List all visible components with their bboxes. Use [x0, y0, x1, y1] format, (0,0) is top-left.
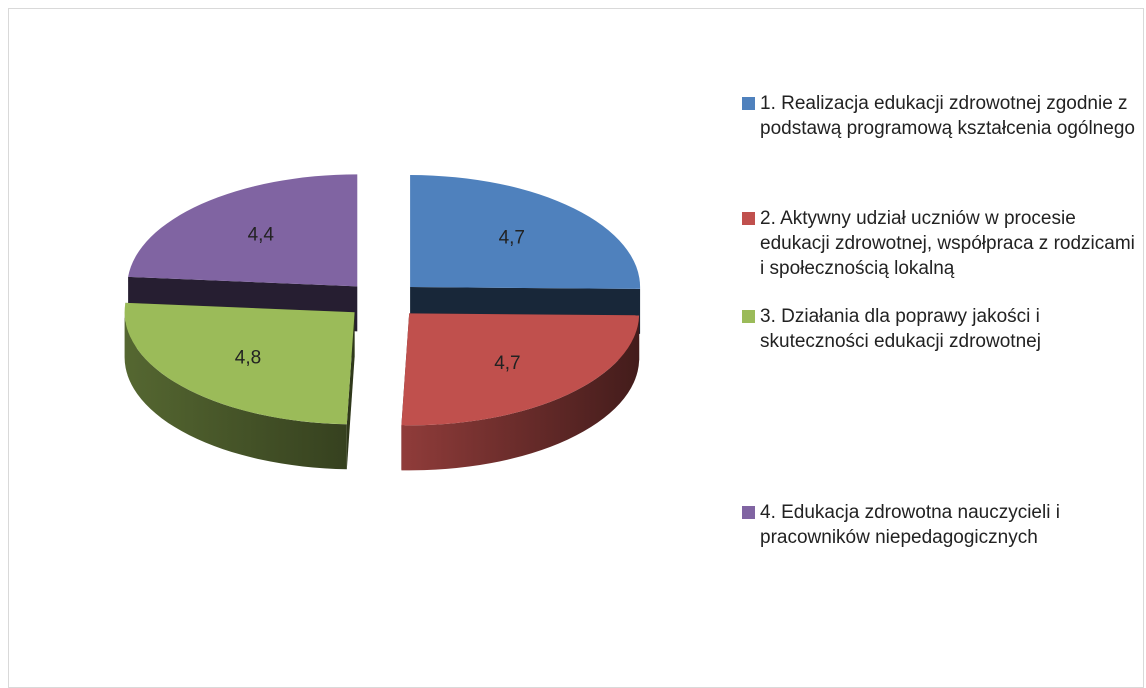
legend-swatch — [742, 506, 755, 519]
legend-label: 3. Działania dla poprawy jakości i skute… — [760, 304, 1137, 354]
legend-label: 1. Realizacja edukacji zdrowotnej zgodni… — [760, 91, 1137, 141]
legend-swatch — [742, 212, 755, 225]
slice — [410, 175, 640, 289]
page: {"chart_data": {"type": "pie", "categori… — [0, 0, 1146, 673]
legend-entry: 4. Edukacja zdrowotna nauczycieli i prac… — [742, 500, 1137, 550]
data-label: 4,7 — [499, 227, 525, 248]
data-label: 4,4 — [248, 224, 275, 245]
legend-label: 2. Aktywny udział uczniów w procesie edu… — [760, 206, 1137, 281]
data-label: 4,8 — [235, 347, 261, 368]
slice — [128, 174, 357, 286]
legend-entry: 3. Działania dla poprawy jakości i skute… — [742, 304, 1137, 354]
data-label: 4,7 — [494, 353, 520, 374]
legend-swatch — [742, 310, 755, 323]
legend-entry: 1. Realizacja edukacji zdrowotnej zgodni… — [742, 91, 1137, 141]
legend-label: 4. Edukacja zdrowotna nauczycieli i prac… — [760, 500, 1137, 550]
legend-entry: 2. Aktywny udział uczniów w procesie edu… — [742, 206, 1137, 281]
legend-swatch — [742, 97, 755, 110]
